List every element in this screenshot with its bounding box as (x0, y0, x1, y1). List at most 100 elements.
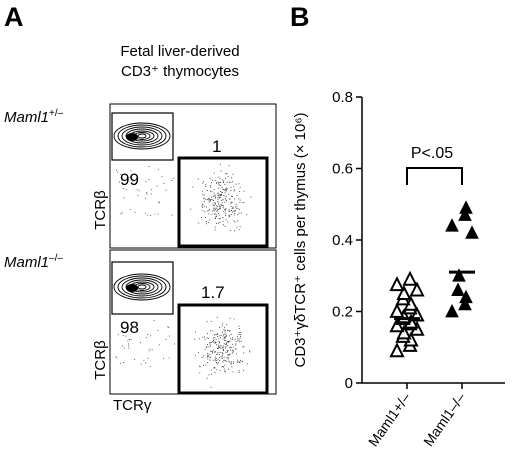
event-dot (213, 209, 215, 211)
event-dot (220, 193, 222, 195)
density-core (126, 133, 138, 141)
event-dot (122, 335, 124, 336)
event-dot (229, 361, 231, 363)
event-dot (217, 192, 219, 194)
event-dot (234, 189, 235, 191)
event-dot (209, 200, 211, 202)
y-tick-label: 0.4 (332, 232, 353, 249)
event-dot (224, 368, 226, 370)
event-dot (234, 206, 236, 208)
event-dot (168, 357, 170, 359)
event-dot (153, 320, 155, 321)
event-dot (147, 334, 149, 335)
event-dot (213, 172, 215, 174)
event-dot (213, 195, 215, 197)
event-dot (232, 351, 234, 353)
significance-label: P<.05 (411, 145, 453, 162)
event-dot (209, 344, 211, 346)
event-dot (224, 330, 226, 332)
event-dot (226, 324, 228, 326)
event-dot (235, 344, 237, 346)
event-dot (229, 210, 231, 212)
event-dot (232, 337, 233, 339)
event-dot (221, 192, 223, 193)
event-dot (194, 338, 196, 340)
event-dot (237, 335, 238, 337)
event-dot (207, 337, 209, 339)
event-dot (220, 348, 222, 350)
event-dot (218, 183, 219, 185)
event-dot (224, 338, 226, 339)
event-dot (227, 330, 228, 331)
event-dot (211, 182, 212, 184)
event-dot (231, 210, 232, 212)
event-dot (238, 183, 240, 185)
event-dot (224, 336, 226, 338)
event-dot (227, 357, 229, 359)
event-dot (221, 191, 223, 193)
event-dot (158, 168, 160, 170)
event-dot (225, 173, 227, 175)
event-dot (226, 334, 227, 336)
event-dot (137, 195, 139, 196)
event-dot (215, 207, 217, 209)
event-dot (127, 340, 129, 342)
event-dot (134, 211, 136, 213)
event-dot (162, 358, 164, 360)
event-dot (157, 213, 159, 215)
event-dot (233, 210, 235, 212)
event-dot (207, 354, 209, 356)
event-dot (234, 348, 236, 350)
event-dot (223, 195, 225, 196)
event-dot (148, 166, 150, 167)
event-dot (232, 207, 234, 209)
event-dot (218, 205, 220, 207)
event-dot (214, 180, 216, 181)
event-dot (226, 181, 228, 183)
event-dot (215, 334, 217, 336)
event-dot (215, 197, 216, 199)
event-dot (242, 346, 244, 348)
data-point (396, 285, 412, 301)
event-dot (205, 217, 206, 218)
event-dot (249, 351, 251, 353)
event-dot (220, 195, 222, 196)
event-dot (204, 200, 205, 202)
event-dot (215, 342, 216, 344)
event-dot (212, 351, 214, 353)
event-dot (228, 341, 230, 342)
event-dot (115, 356, 117, 358)
event-dot (209, 342, 211, 343)
event-dot (210, 369, 212, 371)
event-dot (230, 181, 232, 183)
event-dot (234, 338, 236, 340)
event-dot (206, 377, 208, 379)
event-dot (213, 367, 215, 369)
event-dot (217, 347, 219, 349)
event-dot (250, 196, 252, 198)
event-dot (212, 349, 214, 351)
event-dot (217, 181, 219, 183)
event-dot (238, 229, 240, 231)
event-dot (229, 198, 231, 200)
event-dot (217, 352, 219, 354)
event-dot (222, 338, 224, 340)
event-dot (243, 190, 245, 192)
event-dot (243, 202, 245, 204)
event-dot (216, 223, 217, 224)
event-dot (214, 358, 216, 360)
event-dot (206, 321, 208, 323)
event-dot (214, 209, 216, 210)
event-dot (229, 330, 231, 332)
event-dot (224, 370, 225, 372)
event-dot (221, 187, 223, 189)
event-dot (212, 199, 214, 201)
event-dot (218, 335, 220, 337)
event-dot (225, 198, 226, 200)
density-cloud-ko (113, 273, 251, 388)
gate-ab-value-ko: 98 (120, 318, 139, 337)
event-dot (238, 361, 240, 363)
event-dot (228, 210, 230, 212)
event-dot (216, 205, 218, 207)
event-dot (240, 336, 241, 337)
